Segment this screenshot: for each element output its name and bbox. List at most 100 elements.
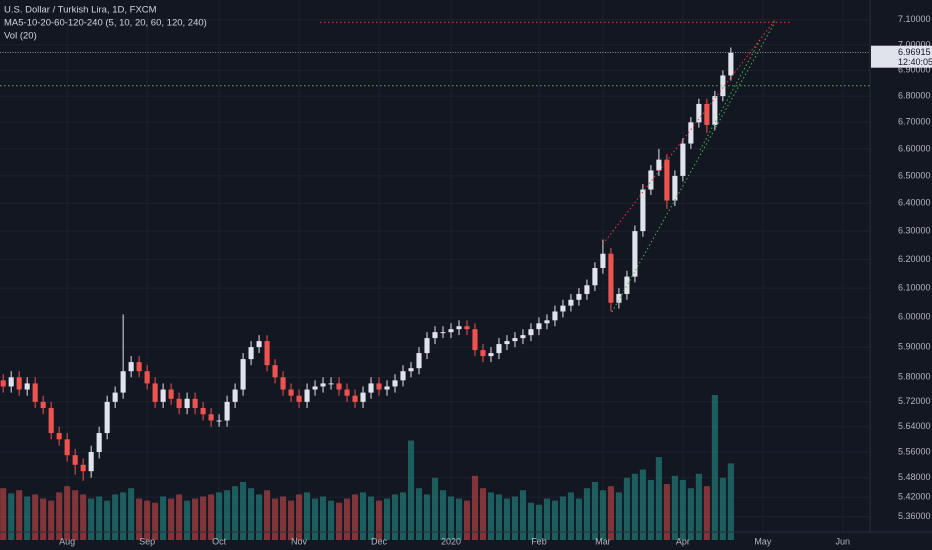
volume-bar: [727, 463, 734, 540]
candle-body: [264, 341, 270, 366]
volume-bar: [24, 496, 31, 540]
candle-body: [600, 253, 606, 268]
candle-body: [416, 353, 422, 369]
volume-bar: [136, 498, 143, 540]
candle-body: [320, 383, 326, 387]
volume-bar: [607, 486, 614, 540]
candle-body: [432, 332, 438, 339]
candle-body: [216, 420, 222, 422]
volume-bar: [519, 490, 526, 540]
candle-body: [456, 326, 462, 330]
volume-bar: [240, 482, 247, 540]
candle-body: [160, 389, 166, 402]
trend-line: [699, 39, 761, 151]
candle-body: [592, 267, 598, 286]
candle-body: [312, 386, 318, 390]
volume-bar: [72, 490, 79, 540]
volume-bar: [415, 488, 423, 540]
volume-bar: [591, 482, 598, 540]
candle-body: [640, 189, 646, 232]
candle-body: [248, 347, 254, 360]
volume-bar: [423, 494, 431, 540]
candle-body: [408, 368, 414, 372]
volume-bar: [647, 479, 654, 540]
volume-bar: [431, 477, 439, 540]
candle-body: [608, 253, 614, 303]
candle-body: [64, 439, 70, 456]
volume-bar: [16, 490, 23, 540]
volume-bar: [224, 490, 231, 540]
candle-body: [360, 392, 366, 402]
y-tick-label: 5.80000: [898, 372, 931, 382]
y-tick-label: 5.42000: [898, 491, 931, 501]
volume-bar: [48, 500, 55, 540]
candle-body: [256, 341, 262, 348]
candle-body: [344, 389, 350, 396]
volume-bar: [96, 496, 103, 540]
volume-bar: [248, 488, 255, 540]
volume-bar: [112, 494, 119, 540]
candle-body: [80, 464, 86, 472]
candle-body: [392, 380, 398, 387]
volume-bar: [655, 457, 662, 540]
candle-body: [568, 299, 574, 306]
volume-bar: [687, 488, 694, 540]
candle-body: [152, 383, 158, 402]
volume-bar: [487, 492, 495, 540]
volume-bar: [479, 488, 487, 540]
y-tick-label: 5.56000: [898, 446, 931, 456]
volume-bar: [192, 498, 199, 540]
volume-bar: [383, 498, 391, 540]
volume-bar: [336, 502, 343, 540]
candle-body: [280, 377, 286, 390]
candle-body: [560, 305, 566, 312]
x-tick-label: Aug: [59, 536, 75, 546]
volume-bar: [471, 475, 479, 540]
volume-bar: [439, 490, 447, 540]
volume-bar: [104, 500, 111, 540]
candle-body: [472, 329, 478, 351]
candle-body: [504, 341, 510, 345]
candle-body: [616, 293, 622, 303]
volume-bar: [144, 500, 151, 540]
candle-body: [40, 401, 46, 409]
y-tick-label: 6.90000: [898, 65, 931, 75]
volume-bar: [232, 486, 239, 540]
y-tick-label: 6.00000: [898, 312, 931, 322]
volume-bar: [80, 494, 87, 540]
x-tick-label: Dec: [371, 536, 388, 546]
candle-body: [72, 455, 78, 465]
candle-body: [672, 175, 678, 201]
price-tag-label: 6.96915: [898, 47, 931, 57]
volume-bar: [567, 492, 574, 540]
volume-bar: [511, 496, 519, 540]
volume-bar: [703, 486, 710, 540]
y-tick-label: 7.00000: [898, 39, 931, 49]
y-tick-label: 6.10000: [898, 283, 931, 293]
volume-bar: [495, 494, 503, 540]
volume-bar: [671, 475, 678, 540]
volume-bar: [120, 492, 127, 540]
candle-body: [336, 383, 342, 390]
candle-body: [352, 395, 358, 402]
volume-bar: [280, 496, 287, 540]
candle-body: [656, 159, 662, 171]
volume-bar: [551, 500, 558, 540]
candle-body: [0, 380, 6, 387]
volume-bar: [447, 496, 455, 540]
candle-body: [448, 329, 454, 333]
x-tick-label: May: [754, 536, 772, 546]
volume-bar: [375, 500, 383, 540]
candle-body: [200, 408, 206, 415]
indicator-legend: Vol (20): [4, 31, 37, 42]
volume-bar: [64, 486, 71, 540]
candle-body: [296, 395, 302, 402]
candle-body: [208, 414, 214, 421]
volume-bar: [391, 494, 399, 540]
volume-bar: [407, 440, 415, 540]
candle-body: [536, 323, 542, 330]
trend-line: [602, 19, 776, 245]
volume-bar: [503, 498, 511, 540]
volume-bar: [168, 498, 175, 540]
